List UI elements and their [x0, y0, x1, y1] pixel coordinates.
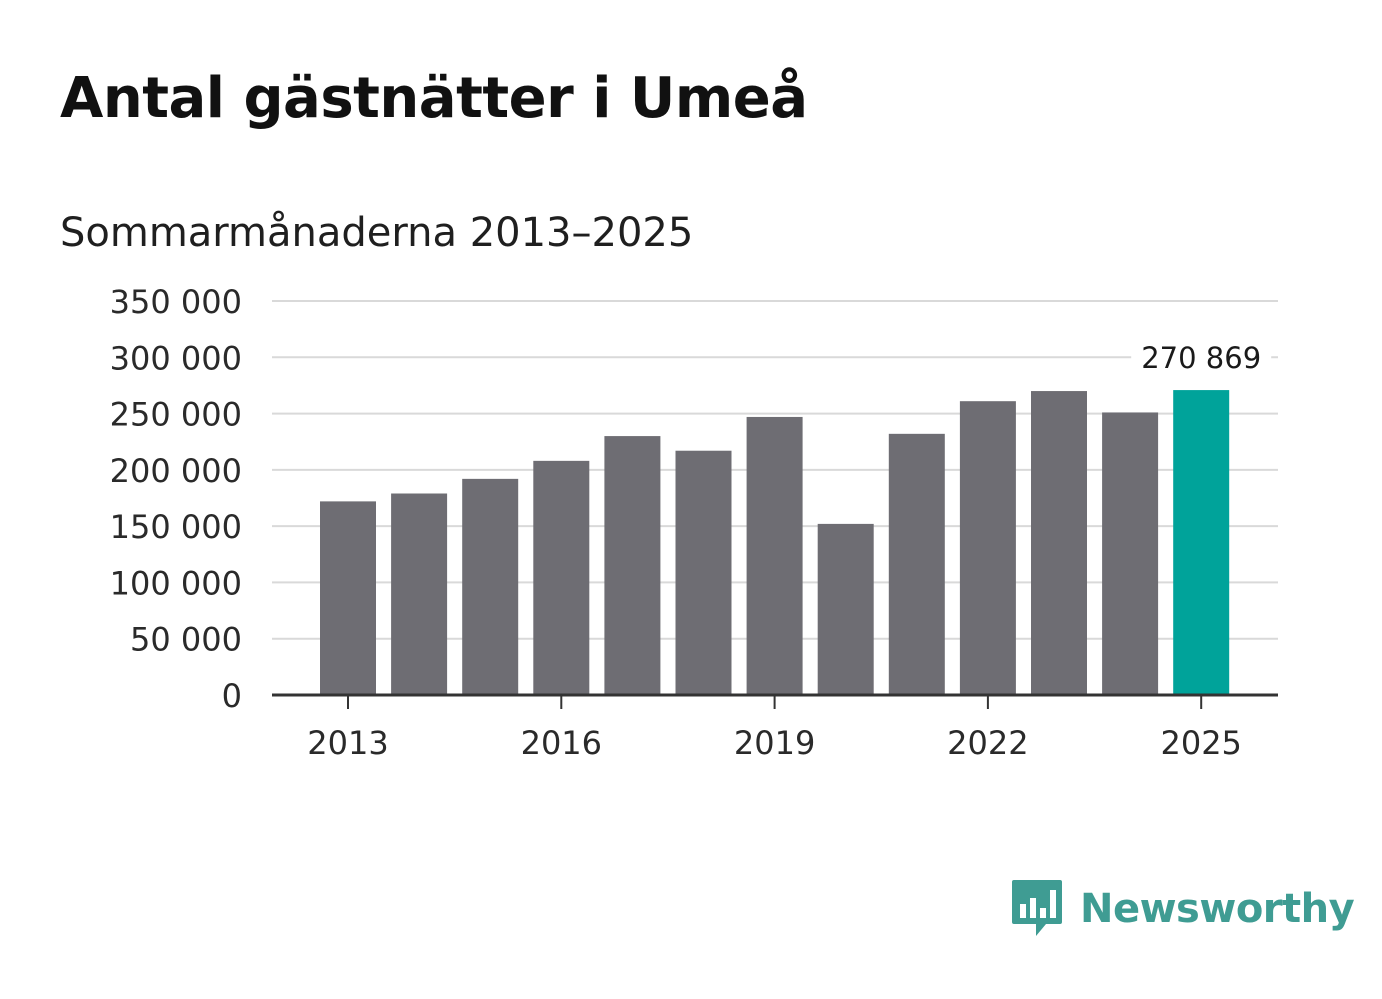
bar-2013	[320, 501, 376, 695]
newsworthy-logo-icon	[1012, 880, 1062, 936]
x-tick-label: 2019	[734, 724, 815, 762]
y-tick-label: 150 000	[110, 508, 242, 546]
bar-2018	[675, 450, 732, 695]
bar-2019	[746, 416, 803, 695]
bar-2017	[604, 436, 661, 695]
newsworthy-logo: Newsworthy	[1010, 878, 1355, 940]
chart-title: Antal gästnätter i Umeå	[60, 66, 808, 131]
data-label-background	[1131, 335, 1272, 375]
bar-2024	[1102, 412, 1159, 695]
bar-2021	[888, 433, 945, 695]
y-tick-label: 0	[222, 677, 242, 715]
bar-2020	[817, 523, 874, 695]
y-tick-label: 350 000	[110, 283, 242, 321]
y-tick-label: 200 000	[110, 452, 242, 490]
y-tick-label: 50 000	[130, 621, 242, 659]
bar-2023	[1031, 391, 1087, 695]
x-tick-label: 2025	[1160, 724, 1241, 762]
data-label-2025: 270 869	[1141, 341, 1261, 375]
bar-2016	[533, 460, 590, 695]
bar-2014	[391, 493, 448, 695]
bar-2025	[1173, 390, 1230, 695]
y-tick-label: 300 000	[110, 339, 242, 377]
brand-name: Newsworthy	[1080, 886, 1355, 932]
chart-subtitle: Sommarmånaderna 2013–2025	[60, 210, 694, 256]
bar-2015	[462, 478, 519, 695]
y-tick-label: 100 000	[110, 564, 242, 602]
y-tick-label: 250 000	[110, 396, 242, 434]
x-tick-label: 2013	[307, 724, 388, 762]
x-tick-label: 2016	[521, 724, 602, 762]
x-tick-label: 2022	[947, 724, 1028, 762]
bar-2022	[959, 401, 1016, 695]
